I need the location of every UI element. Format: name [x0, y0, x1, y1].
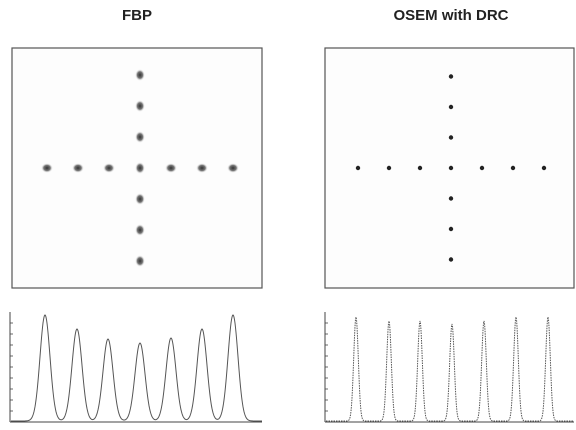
point-source	[41, 163, 53, 173]
point-source	[480, 166, 484, 170]
point-source	[135, 193, 145, 205]
point-source	[135, 100, 145, 112]
point-source	[511, 166, 515, 170]
point-source	[449, 166, 453, 170]
point-source	[135, 162, 145, 174]
point-source	[135, 224, 145, 236]
point-source	[449, 74, 453, 78]
point-source	[103, 163, 115, 173]
point-source	[387, 166, 391, 170]
point-source	[165, 163, 177, 173]
point-source	[135, 255, 145, 267]
point-source	[449, 105, 453, 109]
figure: FBP OSEM with DRC	[0, 0, 576, 430]
point-source	[227, 163, 239, 173]
point-source	[196, 163, 208, 173]
point-source	[449, 257, 453, 261]
point-source	[135, 69, 145, 81]
panel-title: FBP	[122, 7, 152, 24]
point-source	[356, 166, 360, 170]
point-source	[542, 166, 546, 170]
point-source	[418, 166, 422, 170]
point-source	[72, 163, 84, 173]
point-source	[135, 131, 145, 143]
point-source	[449, 135, 453, 139]
panel-title: OSEM with DRC	[394, 7, 509, 24]
point-source	[449, 196, 453, 200]
point-source	[449, 227, 453, 231]
